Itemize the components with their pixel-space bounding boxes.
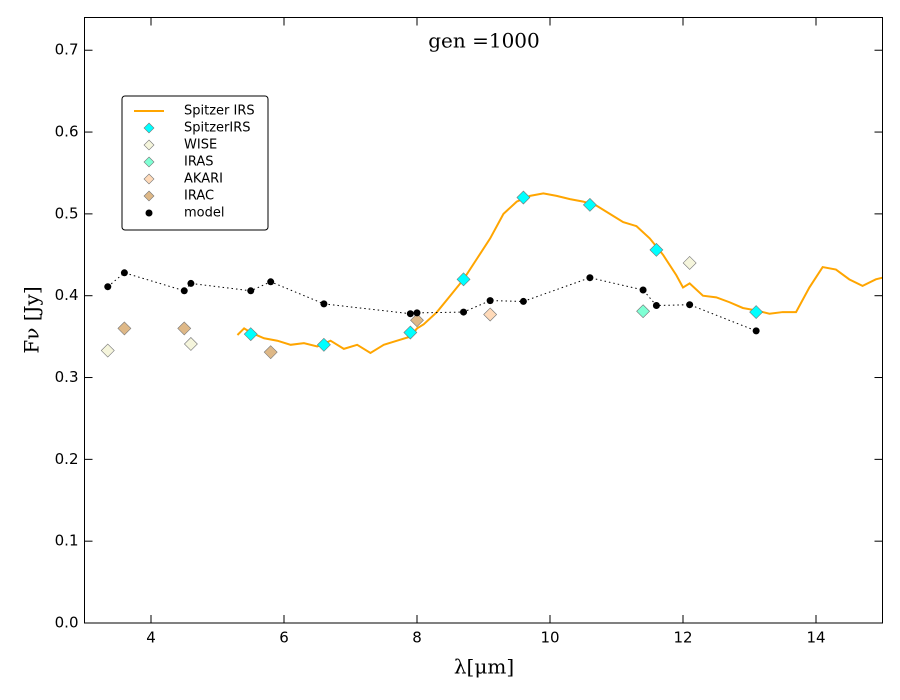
legend-label: model: [184, 206, 224, 221]
legend-label: SpitzerIRS: [184, 121, 251, 136]
diamond-marker: [100, 343, 115, 358]
y-tick-label: 0.0: [55, 614, 79, 632]
diamond-marker: [117, 321, 132, 336]
model-point: [320, 300, 328, 308]
legend-box: [121, 95, 269, 231]
model-point: [120, 269, 128, 277]
legend-label: IRAC: [184, 189, 214, 204]
model-point: [652, 302, 660, 310]
legend-marker: [145, 209, 153, 217]
diamond-marker: [243, 327, 258, 342]
diamond-marker: [682, 256, 697, 270]
diamond-marker: [263, 345, 278, 360]
legend-label: WISE: [184, 138, 217, 153]
y-tick-label: 0.6: [55, 123, 79, 141]
x-tick-label: 12: [673, 629, 692, 647]
model-point: [413, 309, 421, 317]
model-point: [639, 286, 647, 294]
model-point: [267, 278, 275, 286]
model-point: [519, 297, 527, 305]
diamond-marker: [456, 272, 471, 287]
series-line: [107, 272, 757, 332]
diamond-marker: [749, 305, 764, 319]
legend-marker: [143, 190, 155, 202]
y-axis-label: Fν [Jy]: [20, 286, 44, 353]
model-point: [406, 310, 414, 318]
x-tick-label: 4: [146, 629, 156, 647]
diamond-marker: [582, 197, 597, 212]
diamond-marker: [483, 307, 498, 322]
diamond-marker: [183, 337, 198, 351]
series-line: [236, 192, 883, 355]
x-tick-label: 14: [806, 629, 825, 647]
diamond-marker: [316, 337, 331, 352]
model-point: [104, 283, 112, 291]
diamond-marker: [410, 313, 424, 328]
plot-area: [100, 190, 883, 360]
legend-label: AKARI: [184, 172, 223, 187]
model-point: [486, 297, 494, 305]
plot-frame: [84, 17, 883, 624]
y-tick-label: 0.4: [55, 286, 79, 304]
x-tick-label: 6: [279, 629, 289, 647]
x-axis-label: λ[μm]: [454, 655, 514, 679]
x-tick-label: 8: [412, 629, 422, 647]
model-point: [180, 287, 188, 295]
y-tick-label: 0.2: [55, 450, 79, 468]
diamond-marker: [516, 190, 531, 205]
model-point: [460, 308, 468, 316]
y-tick-label: 0.7: [55, 41, 79, 59]
model-point: [686, 301, 694, 309]
legend-marker: [143, 139, 155, 151]
model-point: [586, 274, 594, 282]
legend-marker: [143, 122, 155, 134]
legend-label: Spitzer IRS: [184, 104, 255, 119]
diamond-marker: [177, 321, 192, 336]
y-tick-label: 0.3: [55, 368, 79, 386]
y-tick-label: 0.5: [55, 204, 79, 222]
model-point: [752, 327, 760, 335]
x-tick-label: 10: [540, 629, 559, 647]
diamond-marker: [636, 304, 651, 319]
diamond-marker: [403, 325, 418, 340]
legend-label: IRAS: [184, 155, 214, 170]
legend-marker: [143, 173, 155, 185]
legend-marker: [143, 156, 155, 168]
model-point: [187, 279, 195, 287]
diamond-marker: [649, 242, 664, 257]
annotation: gen =1000: [428, 29, 540, 53]
y-tick-label: 0.1: [55, 532, 79, 550]
model-point: [247, 287, 255, 295]
